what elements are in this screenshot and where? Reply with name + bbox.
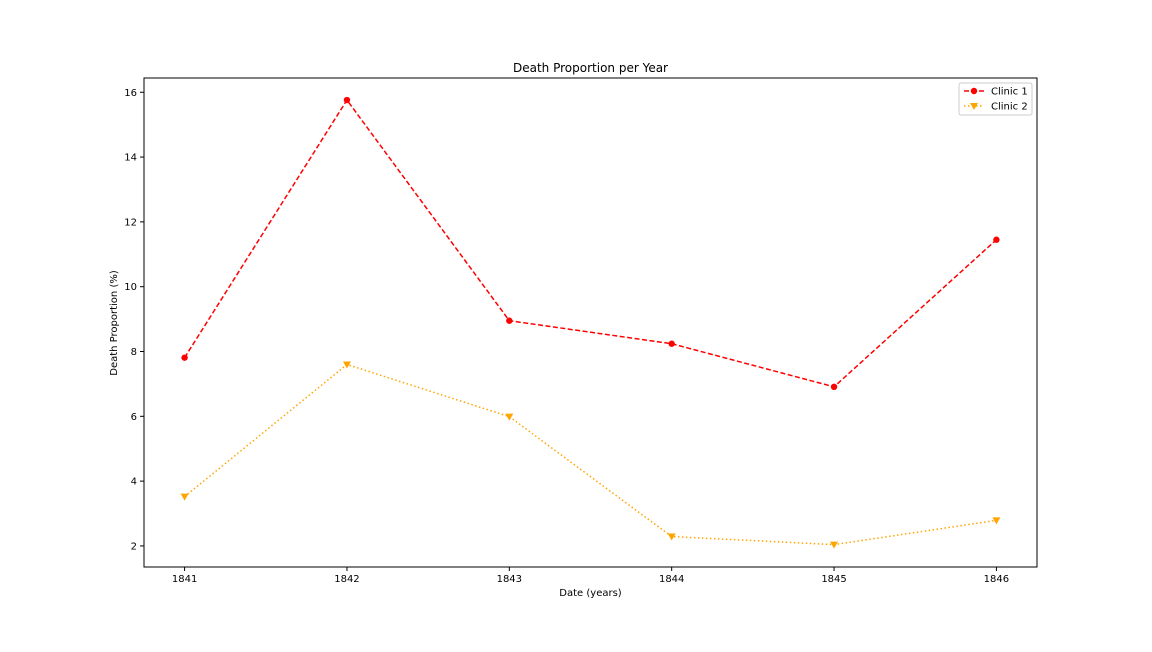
x-tick-label: 1844 (659, 574, 684, 585)
data-point (505, 413, 514, 421)
y-tick-label: 12 (124, 217, 137, 228)
legend-marker (970, 103, 978, 110)
plot-area: 1841 1842 1843 1844 1845 1846 2 4 6 8 10 12 14 16 Clin… (124, 77, 1038, 585)
data-point (506, 317, 513, 324)
x-tick-label: 1842 (334, 574, 359, 585)
data-point (668, 340, 675, 347)
data-point (830, 383, 838, 391)
legend: Clinic 1 Clinic 2 (958, 82, 1033, 116)
data-point (993, 236, 1000, 243)
y-tick-label: 8 (131, 347, 137, 358)
y-tick-label: 2 (131, 541, 137, 552)
data-point (343, 96, 351, 104)
legend-box (958, 82, 1033, 116)
x-tick-label: 1843 (497, 574, 522, 585)
x-tick-label: 1846 (984, 574, 1009, 585)
legend-marker (970, 87, 978, 95)
data-point (992, 517, 1001, 525)
data-point (667, 533, 676, 541)
data-point (181, 354, 188, 361)
series-line-1 (183, 98, 997, 388)
series-line-2 (184, 363, 997, 546)
y-tick-label: 4 (131, 477, 137, 488)
plot-frame (143, 77, 1038, 568)
y-tick-label: 16 (124, 88, 137, 99)
y-tick-label: 10 (124, 282, 137, 293)
chart-title: Death Proportion per Year (513, 61, 668, 75)
data-point (180, 493, 189, 501)
legend-label: Clinic 1 (991, 87, 1028, 98)
x-tick-label: 1841 (172, 574, 197, 585)
y-axis-label: Death Proportion (%) (109, 270, 120, 376)
legend-label: Clinic 2 (991, 102, 1028, 113)
x-tick-label: 1845 (821, 574, 846, 585)
y-tick-label: 6 (131, 412, 137, 423)
y-tick-label: 14 (124, 153, 137, 164)
data-point (342, 361, 351, 369)
x-axis-label: Date (years) (559, 588, 622, 599)
data-point (830, 541, 839, 549)
